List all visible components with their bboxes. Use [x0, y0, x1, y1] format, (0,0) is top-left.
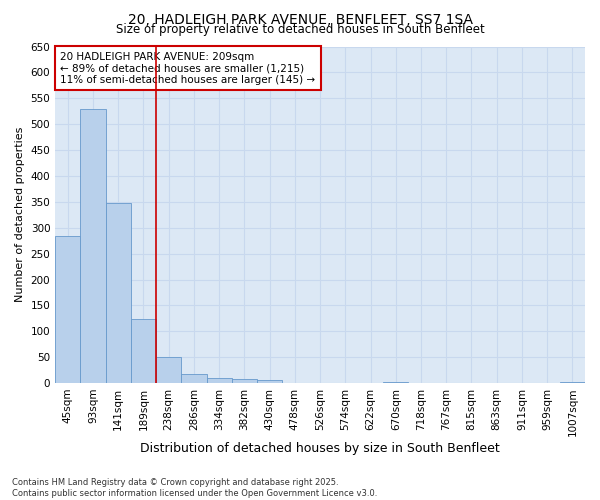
Bar — [156, 357, 181, 383]
Bar — [257, 380, 282, 383]
Bar — [383, 382, 409, 383]
Bar — [55, 236, 80, 383]
Bar — [181, 374, 206, 383]
Bar — [560, 382, 585, 383]
Bar — [232, 379, 257, 383]
Text: 20 HADLEIGH PARK AVENUE: 209sqm
← 89% of detached houses are smaller (1,215)
11%: 20 HADLEIGH PARK AVENUE: 209sqm ← 89% of… — [61, 52, 316, 84]
X-axis label: Distribution of detached houses by size in South Benfleet: Distribution of detached houses by size … — [140, 442, 500, 455]
Bar — [106, 203, 131, 383]
Text: Contains HM Land Registry data © Crown copyright and database right 2025.
Contai: Contains HM Land Registry data © Crown c… — [12, 478, 377, 498]
Bar — [206, 378, 232, 383]
Text: 20, HADLEIGH PARK AVENUE, BENFLEET, SS7 1SA: 20, HADLEIGH PARK AVENUE, BENFLEET, SS7 … — [128, 12, 473, 26]
Bar — [80, 108, 106, 383]
Text: Size of property relative to detached houses in South Benfleet: Size of property relative to detached ho… — [116, 22, 484, 36]
Y-axis label: Number of detached properties: Number of detached properties — [15, 127, 25, 302]
Bar — [131, 320, 156, 383]
